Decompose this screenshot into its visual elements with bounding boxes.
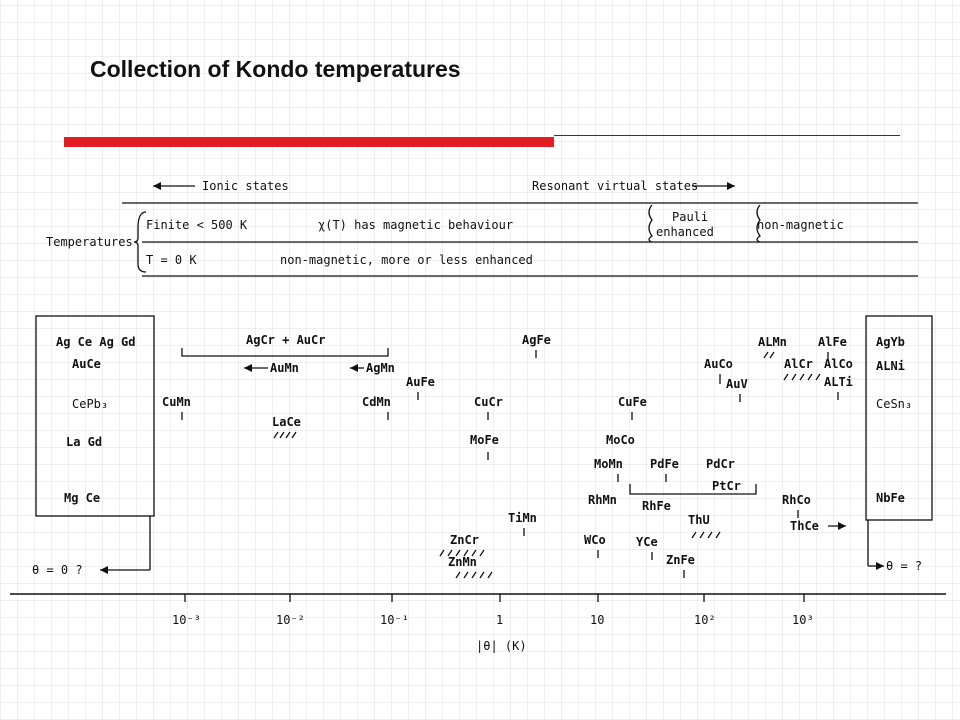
axis-tick-label: 1 [496,613,503,627]
nonmag-divider [756,204,761,243]
axis-ticks [184,594,805,602]
temperatures-label: Temperatures [46,235,133,249]
left-box-item: La Gd [66,435,102,449]
right-box-item: CeSn₃ [876,397,912,411]
alloy-label: LaCe [272,415,301,429]
resonant-states-label: Resonant virtual states [532,179,698,193]
alloy-label: ALMn [758,335,787,349]
alloy-label: AuV [726,377,748,391]
alloy-label: ZnFe [666,553,695,567]
axis-tick-label: 10⁻² [276,613,305,627]
right-box [865,315,933,521]
left-box-item: CePb₃ [72,397,108,411]
alloy-label: PdFe [650,457,679,471]
alloy-label: ThCe [790,519,819,533]
pauli-divider [648,204,653,243]
left-box-item: AuCe [72,357,101,371]
nonmag2-label: non-magnetic, more or less enhanced [280,253,533,267]
finite-label: Finite < 500 K [146,218,248,232]
alloy-label: PdCr [706,457,735,471]
axis-tick-label: 10⁻³ [172,613,201,627]
axis-tick-label: 10³ [792,613,814,627]
alloy-label: CuCr [474,395,503,409]
right-box-item: ALNi [876,359,905,373]
alloy-markers [181,350,839,579]
alloy-label: AuCo [704,357,733,371]
alloy-label: PtCr [712,479,741,493]
alloy-label: ThU [688,513,710,527]
bracket-label-agcr-aucr: AgCr + AuCr [246,333,325,347]
left-box-item: Ag Ce Ag Gd [56,335,135,349]
bracket-label-agmn: AgMn [366,361,395,375]
title-accent-bar [64,137,554,147]
alloy-label: RhMn [588,493,617,507]
alloy-label: AlFe [818,335,847,349]
title-rule [554,135,900,136]
temperatures-brace [133,211,147,273]
nonmag-label: non-magnetic [757,218,844,232]
chi-label: χ(T) has magnetic behaviour [318,218,513,232]
alloy-label: MoFe [470,433,499,447]
axis-label: |θ| (K) [476,639,527,653]
alloy-label: RhFe [642,499,671,513]
alloy-label: WCo [584,533,606,547]
right-box-item: NbFe [876,491,905,505]
left-box-item: Mg Ce [64,491,100,505]
axis-tick-label: 10² [694,613,716,627]
slide-title: Collection of Kondo temperatures [90,56,461,82]
right-box-item: AgYb [876,335,905,349]
alloy-label: AlCo [824,357,853,371]
alloy-label: CuFe [618,395,647,409]
alloy-label: AuFe [406,375,435,389]
alloy-label: ALTi [824,375,853,389]
pauli-label-1: Pauli [672,210,708,224]
agcr-bracket [181,348,389,357]
alloy-label: CuMn [162,395,191,409]
axis-tick-label: 10⁻¹ [380,613,409,627]
alloy-label: CdMn [362,395,391,409]
state-arrows: Ionic states Resonant virtual states [153,179,735,193]
alloy-label: MoCo [606,433,635,447]
left-box [35,315,155,517]
t0-label: T = 0 K [146,253,197,267]
bracket-label-aumn: AuMn [270,361,299,375]
alloy-label: AlCr [784,357,813,371]
alloy-label: MoMn [594,457,623,471]
theta-right-label: θ = ? [886,559,922,573]
pauli-label-2: enhanced [656,225,714,239]
theta-left-label: θ = 0 ? [32,563,83,577]
alloy-label: TiMn [508,511,537,525]
alloy-label: YCe [636,535,658,549]
alloy-label: AgFe [522,333,551,347]
alloy-label: ZnCr [450,533,479,547]
alloy-label: ZnMn [448,555,477,569]
axis-tick-label: 10 [590,613,604,627]
ionic-states-label: Ionic states [202,179,289,193]
alloy-label: RhCo [782,493,811,507]
pdpt-bracket [629,484,757,495]
